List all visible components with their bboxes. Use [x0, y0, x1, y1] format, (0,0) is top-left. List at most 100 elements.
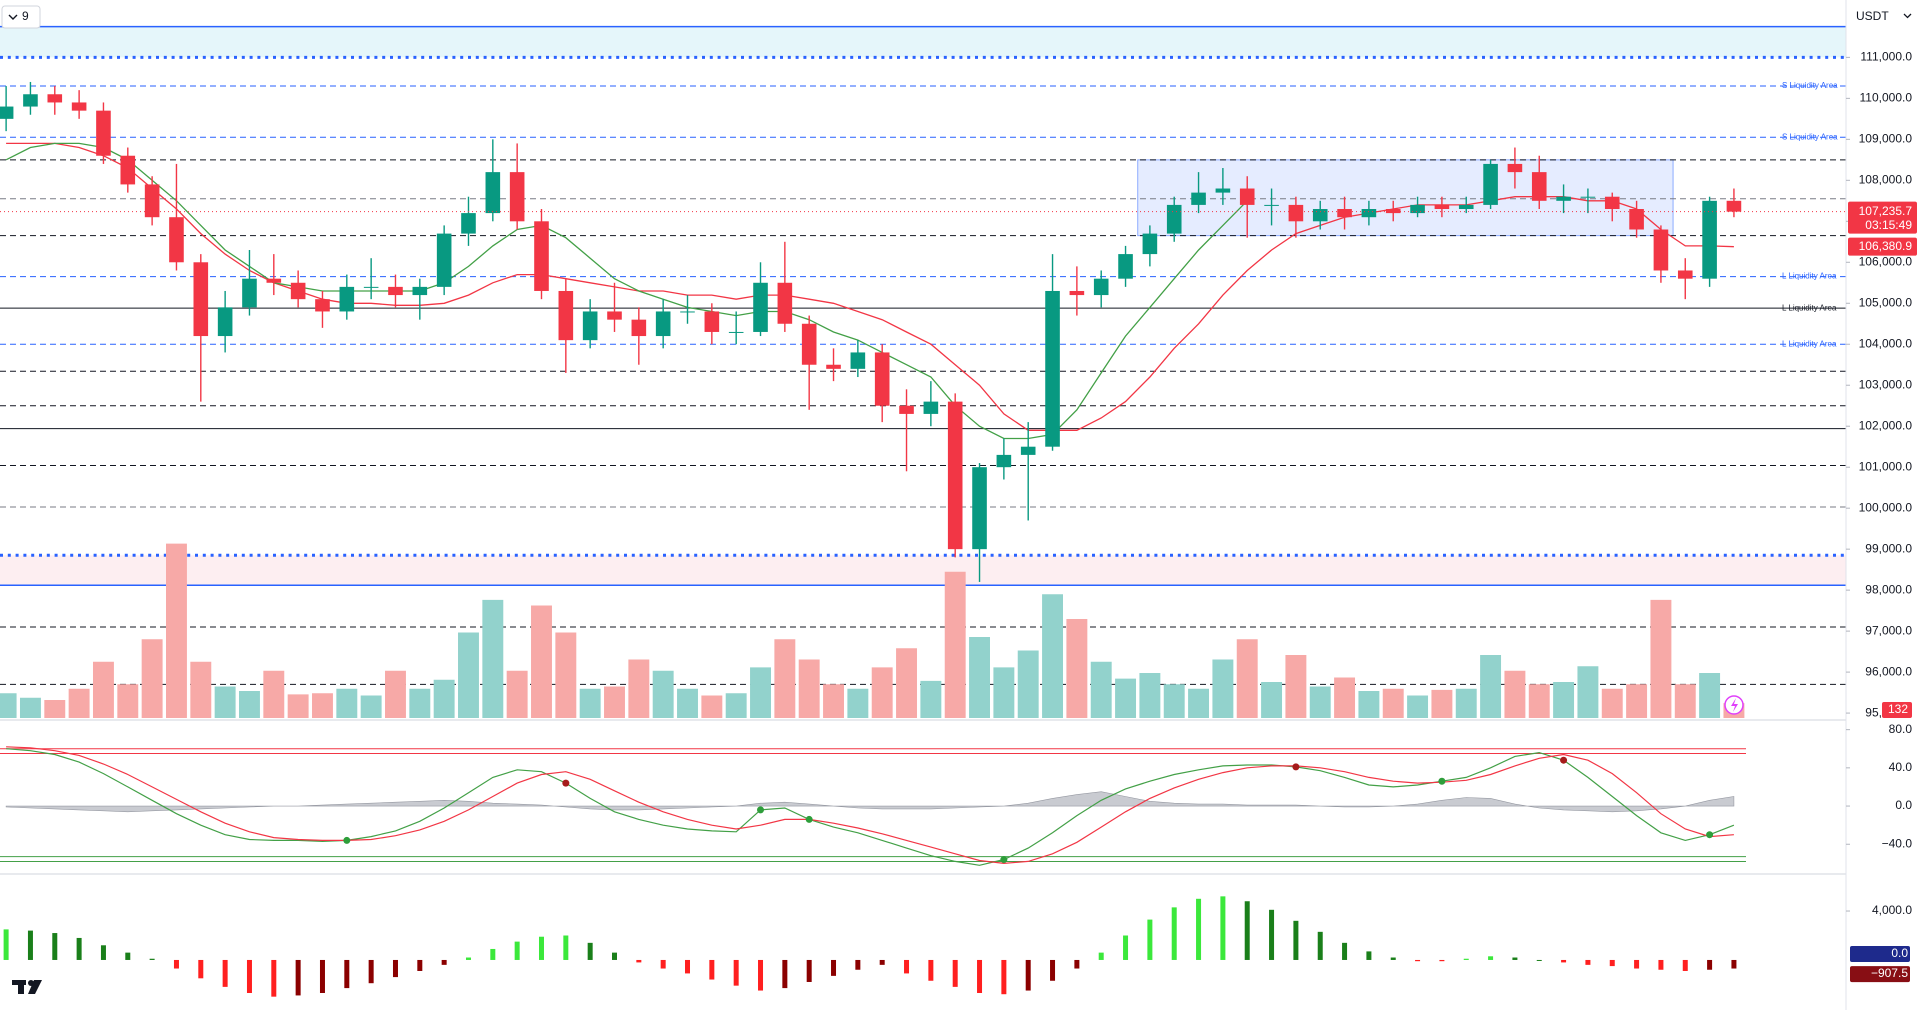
chevron-icon	[8, 14, 18, 20]
volume-bar	[1285, 655, 1307, 718]
candle-body	[899, 405, 914, 414]
volume-bar	[1261, 682, 1283, 718]
y-tick-label: 96,000.0	[1865, 664, 1912, 678]
macd-bar	[1707, 959, 1713, 970]
candle-body	[388, 286, 403, 296]
volume-bar	[1139, 673, 1161, 718]
volume-bar	[92, 661, 114, 718]
candle-body	[923, 401, 939, 414]
volume-bar	[774, 639, 796, 718]
interval-box[interactable]	[1, 5, 41, 29]
candle-body	[801, 323, 817, 365]
macd-value-box	[1850, 945, 1910, 962]
candle-body	[363, 286, 379, 288]
macd-bar	[1147, 919, 1153, 960]
candle-body	[1410, 204, 1425, 214]
y-tick-label: 102,000.0	[1859, 418, 1913, 432]
macd-bar	[1050, 959, 1056, 981]
y-tick-label: −40.0	[1882, 836, 1913, 850]
macd-bar	[977, 959, 983, 993]
candle-body	[1020, 446, 1036, 455]
candle-body	[607, 311, 622, 320]
candle-body	[1434, 204, 1450, 210]
osc-histogram	[5, 791, 1735, 813]
macd-bar	[1098, 952, 1104, 960]
volume-bar	[847, 688, 869, 718]
candle-body	[753, 282, 768, 332]
price-axis	[1846, 0, 1919, 1010]
candle-body	[290, 282, 306, 300]
macd-bar	[125, 952, 131, 960]
volume-bar	[117, 684, 139, 718]
alert-icon[interactable]	[1724, 695, 1744, 715]
volume-bar	[1236, 639, 1258, 718]
macd-bar	[344, 959, 350, 989]
volume-bar	[19, 697, 41, 718]
volume-bar	[287, 694, 309, 718]
macd-bar	[1512, 957, 1518, 960]
candle-body	[1312, 209, 1328, 222]
volume-bar	[1017, 650, 1039, 718]
macd-bar	[1001, 959, 1007, 995]
candle-body	[436, 233, 452, 287]
candle-body	[850, 352, 866, 369]
y-tick-label: 108,000.0	[1859, 172, 1913, 186]
y-tick-label: 106,000.0	[1859, 254, 1913, 268]
volume-bar	[993, 667, 1015, 718]
volume-bar	[409, 688, 431, 718]
cross-dot	[1292, 763, 1300, 771]
cross-dot	[343, 836, 351, 844]
candle-body	[120, 155, 136, 185]
macd-bar	[782, 959, 788, 989]
candle-body	[534, 221, 549, 291]
y-tick-label: 104,000.0	[1859, 336, 1913, 350]
volume-bar	[1163, 684, 1185, 718]
volume-bar	[0, 693, 17, 718]
macd-bar	[465, 957, 471, 960]
macd-bar	[100, 945, 106, 960]
logo-part	[18, 980, 24, 994]
currency-label[interactable]: USDT	[1856, 9, 1889, 23]
volume-bar	[433, 679, 455, 718]
ma-value-label: 106,380.9	[1859, 239, 1913, 253]
candle-body	[266, 278, 282, 283]
candle-body	[1653, 229, 1669, 271]
level-label: S Liquidity Area	[1782, 132, 1838, 141]
macd-bar	[1609, 959, 1615, 967]
candle-body	[339, 286, 355, 312]
candle-body	[874, 352, 890, 406]
candle-body	[1093, 278, 1109, 296]
tradingview-logo[interactable]	[12, 980, 42, 994]
y-tick-label: 105,000.0	[1859, 295, 1913, 309]
interval-button[interactable]: 9	[1, 5, 41, 29]
volume-bar	[1382, 688, 1404, 718]
macd-bar	[1025, 959, 1031, 991]
y-tick-label: 111,000.0	[1860, 50, 1912, 64]
macd-bar	[563, 935, 569, 960]
candle-body	[1191, 192, 1206, 205]
volume-bar	[1553, 682, 1575, 718]
candle-body	[193, 262, 209, 337]
y-tick-label: 109,000.0	[1859, 132, 1913, 146]
volume-bar	[1626, 684, 1648, 718]
macd-bar	[1731, 959, 1737, 969]
level-label: L Liquidity Area	[1782, 272, 1837, 281]
candle-body	[1677, 270, 1693, 279]
cross-dot	[1560, 756, 1568, 764]
macd-bar	[952, 959, 958, 987]
volume-bar	[1577, 666, 1599, 718]
volume-bar	[1699, 673, 1721, 718]
currency-button[interactable]: USDT	[1856, 9, 1912, 23]
macd-bar	[222, 959, 228, 987]
candle-body	[1166, 204, 1182, 234]
y-tick-label: 110,000.0	[1860, 91, 1913, 105]
macd-bar	[709, 959, 715, 980]
volume-bar	[1674, 684, 1696, 718]
range-box	[1137, 159, 1674, 237]
volume-bar	[1431, 689, 1453, 718]
candle-body	[631, 319, 647, 337]
volume-bar	[1090, 661, 1112, 718]
candle-body	[1264, 204, 1279, 206]
